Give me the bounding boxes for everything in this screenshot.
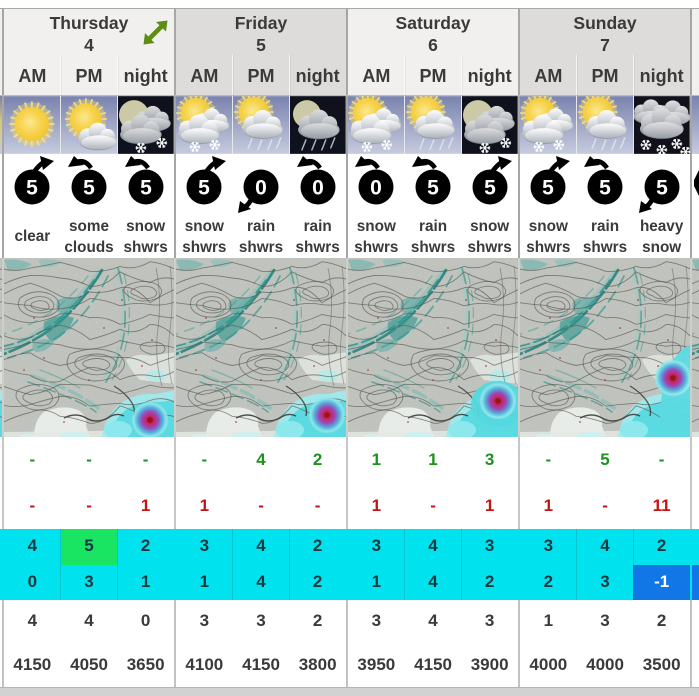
svg-text:5: 5 <box>656 177 668 200</box>
svg-text:0: 0 <box>370 177 382 200</box>
svg-text:5: 5 <box>427 177 439 200</box>
svg-text:5: 5 <box>599 177 611 200</box>
svg-text:5: 5 <box>83 177 95 200</box>
svg-text:0: 0 <box>312 177 324 200</box>
svg-text:0: 0 <box>255 177 267 200</box>
svg-text:5: 5 <box>484 177 496 200</box>
svg-text:5: 5 <box>542 177 554 200</box>
svg-text:5: 5 <box>140 177 152 200</box>
svg-text:5: 5 <box>198 177 210 200</box>
svg-text:5: 5 <box>26 177 38 200</box>
